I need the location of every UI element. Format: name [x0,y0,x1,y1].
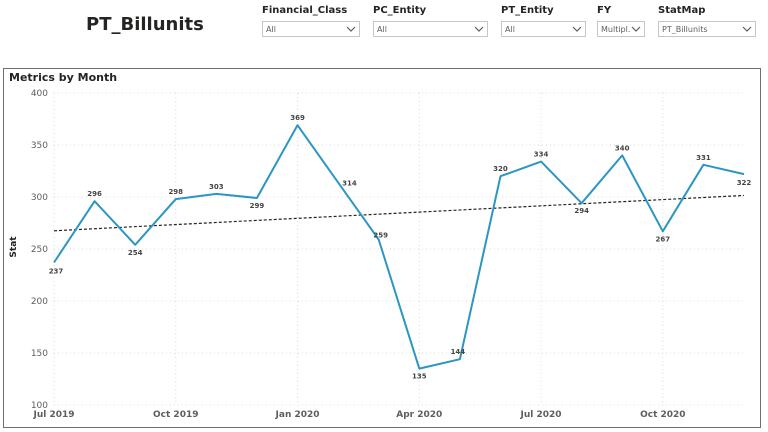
slicer-financial-class[interactable]: Financial_Class All [262,4,360,37]
data-label: 369 [290,114,305,122]
slicer-label: Financial_Class [262,5,348,16]
y-tick-label: 250 [31,245,48,255]
x-tick-label: Jan 2020 [275,410,320,420]
slicer-value: Multipl... [601,24,631,34]
slicer-dropdown[interactable]: PT_Billunits [658,21,756,37]
data-label: 314 [342,179,357,187]
data-label: 144 [451,348,466,356]
data-label: 294 [574,207,589,215]
slicer-dropdown[interactable]: Multipl... [597,21,645,37]
y-tick-label: 300 [31,193,48,203]
line-chart: Stat 100 150 200 250 300 350 400 Jul 2019 Oct 20… [9,89,752,420]
y-axis-title: Stat [9,236,19,258]
chevron-down-icon [474,24,484,34]
data-label: 259 [373,232,388,240]
slicer-statmap[interactable]: StatMap PT_Billunits [658,4,756,37]
y-tick-label: 400 [31,89,48,99]
slicer-dropdown[interactable]: All [373,21,488,37]
data-label: 322 [737,179,752,187]
data-label: 303 [209,183,224,191]
slicer-label: PT_Entity [501,5,554,16]
slicer-pt-entity[interactable]: PT_Entity All [501,4,586,37]
x-tick-label: Oct 2020 [640,410,685,420]
data-label: 296 [87,190,102,198]
slicer-fy[interactable]: FY Multipl... [597,4,645,37]
series-line [53,124,745,370]
chevron-down-icon [346,24,356,34]
data-label: 320 [493,165,508,173]
y-tick-label: 350 [31,141,48,151]
data-label: 340 [615,144,630,152]
data-label: 267 [656,235,671,243]
slicer-value: All [505,24,515,34]
data-label: 135 [412,373,427,381]
data-label: 299 [250,202,265,210]
chart-title: Metrics by Month [9,71,118,84]
y-tick-label: 200 [31,297,48,307]
slicer-dropdown[interactable]: All [262,21,360,37]
trend-line [53,194,745,232]
x-tick-label: Oct 2019 [153,410,198,420]
data-label: 331 [696,154,711,162]
slicer-dropdown[interactable]: All [501,21,586,37]
chart-panel: Metrics by Month Stat 100 150 200 250 300 350… [3,68,761,428]
x-tick-label: Apr 2020 [396,410,442,420]
slicer-label: PC_Entity [373,5,427,16]
data-label: 237 [49,268,64,276]
y-tick-label: 150 [31,349,48,359]
slicer-label: StatMap [658,5,706,16]
data-label: 334 [534,151,549,159]
slicer-value: PT_Billunits [662,24,708,34]
slicer-label: FY [597,5,612,16]
data-label: 298 [168,188,183,196]
chevron-down-icon [742,24,752,34]
data-label: 254 [128,249,143,257]
y-tick-label: 100 [31,401,48,411]
slicer-value: All [266,24,276,34]
x-tick-label: Jul 2019 [32,410,74,420]
x-tick-label: Jul 2020 [520,410,562,420]
chevron-down-icon [572,24,582,34]
slicer-value: All [377,24,387,34]
page-title: PT_Billunits [86,14,204,35]
chevron-down-icon [631,24,641,34]
slicer-pc-entity[interactable]: PC_Entity All [373,4,488,37]
